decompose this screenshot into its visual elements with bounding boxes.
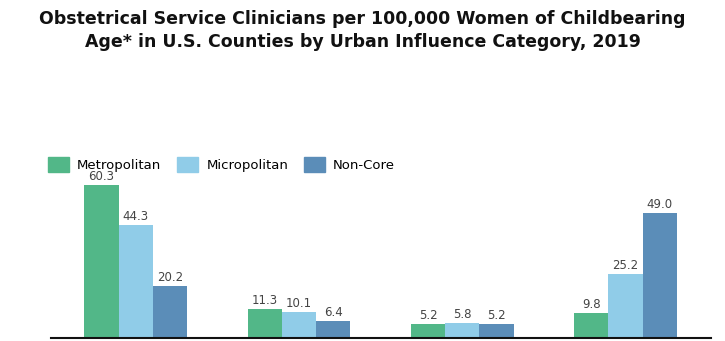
Text: 11.3: 11.3: [252, 294, 278, 307]
Bar: [84, 185, 118, 338]
Bar: [118, 225, 153, 338]
Text: Obstetrical Service Clinicians per 100,000 Women of Childbearing
Age* in U.S. Co: Obstetrical Service Clinicians per 100,0…: [39, 10, 686, 51]
Bar: [316, 321, 350, 338]
Bar: [282, 312, 316, 338]
Bar: [247, 309, 282, 338]
Bar: [153, 286, 187, 338]
Text: 5.8: 5.8: [453, 308, 471, 321]
Text: 25.2: 25.2: [613, 259, 639, 272]
Text: 20.2: 20.2: [157, 271, 183, 284]
Text: 60.3: 60.3: [88, 170, 115, 183]
Bar: [479, 324, 514, 338]
Text: 44.3: 44.3: [123, 210, 149, 223]
Bar: [574, 313, 608, 338]
Text: 5.2: 5.2: [418, 309, 437, 322]
Text: 6.4: 6.4: [324, 306, 343, 320]
Bar: [608, 274, 643, 338]
Bar: [411, 324, 445, 338]
Text: 9.8: 9.8: [582, 298, 600, 311]
Bar: [445, 323, 479, 338]
Text: 49.0: 49.0: [647, 198, 673, 211]
Bar: [643, 213, 677, 338]
Text: 5.2: 5.2: [487, 309, 506, 322]
Text: 10.1: 10.1: [286, 297, 312, 310]
Legend: Metropolitan, Micropolitan, Non-Core: Metropolitan, Micropolitan, Non-Core: [43, 151, 400, 177]
